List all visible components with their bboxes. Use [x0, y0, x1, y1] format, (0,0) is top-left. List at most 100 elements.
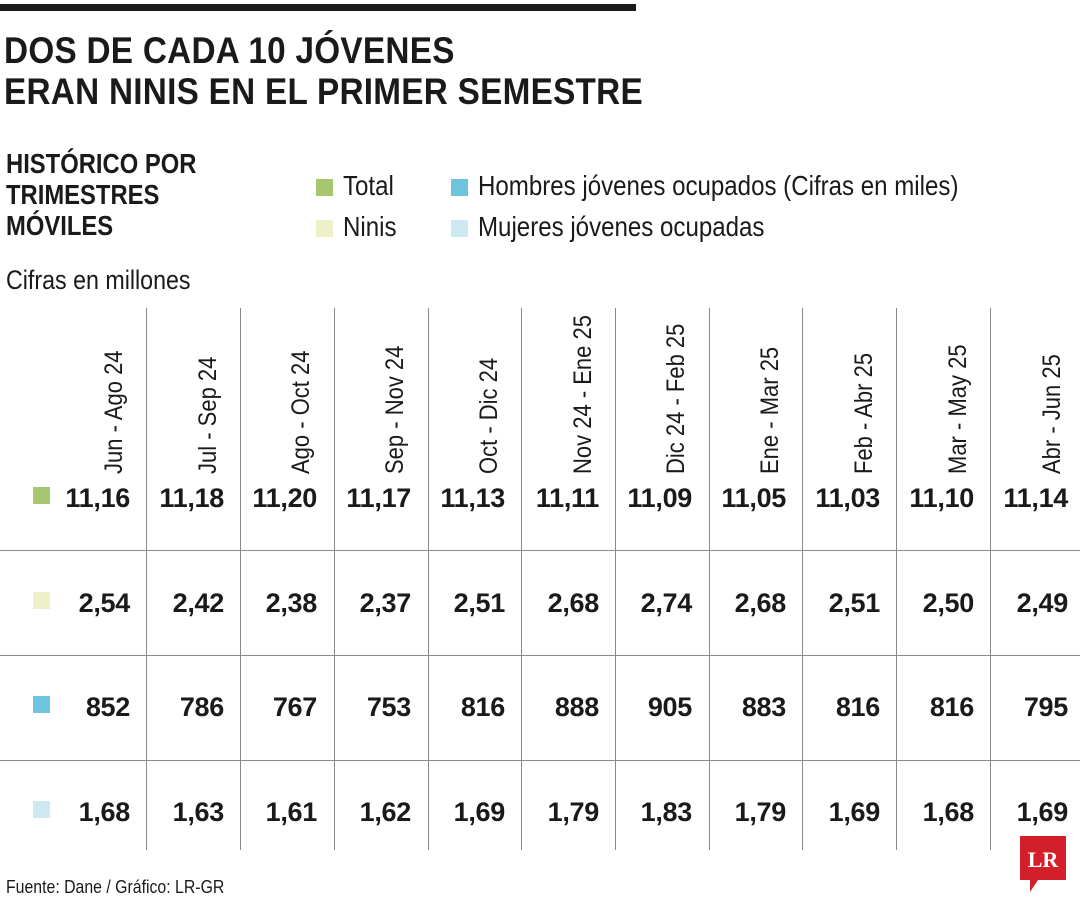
table-cell: 767 [272, 692, 317, 722]
source-footer: Fuente: Dane / Gráfico: LR-GR [6, 877, 225, 897]
grid-line-vertical [428, 308, 429, 850]
row-swatch [33, 801, 50, 818]
column-header-label: Nov 24 - Ene 25 [569, 315, 597, 474]
grid-line-vertical [334, 308, 335, 850]
legend-label-ninis: Ninis [343, 211, 397, 242]
table-cell: 2,51 [828, 588, 881, 618]
row-swatch [33, 696, 50, 713]
table-cell: 1,79 [734, 797, 787, 827]
table-cell: 11,16 [65, 483, 130, 513]
column-header-label: Dic 24 - Feb 25 [662, 323, 690, 474]
legend-label-hombres: Hombres jóvenes ocupados (Cifras en mile… [478, 170, 959, 201]
column-header-label: Abr - Jun 25 [1038, 354, 1066, 474]
grid-line-vertical [709, 308, 710, 850]
column-header-label: Jul - Sep 24 [194, 356, 222, 474]
grid-line-horizontal [0, 760, 1080, 761]
table-cell: 816 [929, 692, 974, 722]
lr-logo-svg: LR [1020, 836, 1066, 892]
table-cell: 2,54 [78, 588, 131, 618]
column-header: Oct - Dic 24 [427, 316, 521, 474]
table-cell: 1,62 [359, 797, 412, 827]
table-cell: 2,42 [172, 588, 225, 618]
legend-swatch-ninis [316, 220, 333, 237]
table-cell: 1,79 [547, 797, 600, 827]
table-cell: 11,13 [440, 483, 505, 513]
column-header-label: Ene - Mar 25 [756, 346, 784, 474]
column-header-label: Mar - May 25 [944, 344, 972, 474]
legend-label-total: Total [343, 170, 394, 201]
table-cell: 888 [554, 692, 599, 722]
table-cell: 1,83 [640, 797, 693, 827]
legend-swatch-mujeres [451, 220, 468, 237]
row-swatch [33, 487, 50, 504]
lr-logo-icon: LR [1020, 836, 1066, 892]
grid-line-horizontal [0, 550, 1080, 551]
table-cell: 2,68 [547, 588, 600, 618]
table-cell: 2,51 [453, 588, 506, 618]
top-rule [0, 4, 636, 11]
grid-line-vertical [240, 308, 241, 850]
chart-subtitle-line-1: HISTÓRICO POR [6, 148, 197, 179]
table-cell: 883 [741, 692, 786, 722]
chart-subtitle: HISTÓRICO POR TRIMESTRES MÓVILES [6, 148, 196, 241]
table-cell: 1,68 [78, 797, 131, 827]
table-cell: 2,49 [1016, 588, 1069, 618]
column-header-label: Sep - Nov 24 [381, 345, 409, 474]
table-cell: 2,74 [640, 588, 693, 618]
chart-subtitle-line-3: MÓVILES [6, 210, 114, 241]
column-header: Nov 24 - Ene 25 [521, 315, 615, 474]
grid-line-vertical [615, 308, 616, 850]
grid-line-vertical [896, 308, 897, 850]
row-swatch [33, 592, 50, 609]
grid-line-vertical [990, 308, 991, 850]
lr-logo-text: LR [1028, 847, 1060, 872]
column-header-label: Ago - Oct 24 [287, 350, 315, 474]
table-cell: 816 [460, 692, 505, 722]
column-header: Feb - Abr 25 [802, 316, 896, 474]
unit-note: Cifras en millones [6, 265, 191, 295]
table-cell: 11,03 [815, 483, 880, 513]
table-cell: 11,17 [346, 483, 411, 513]
table-cell: 2,50 [922, 588, 975, 618]
column-header-label: Jun - Ago 24 [100, 350, 128, 474]
grid-line-vertical [146, 308, 147, 850]
grid-line-horizontal [0, 655, 1080, 656]
chart-title-line-2: ERAN NINIS EN EL PRIMER SEMESTRE [4, 71, 643, 112]
table-cell: 753 [366, 692, 411, 722]
column-header-label: Feb - Abr 25 [850, 352, 878, 474]
column-header: Jun - Ago 24 [52, 316, 146, 474]
table-cell: 11,09 [627, 483, 692, 513]
table-cell: 1,69 [453, 797, 506, 827]
table-cell: 11,20 [252, 483, 317, 513]
column-header: Abr - Jun 25 [990, 316, 1080, 474]
table-cell: 1,68 [922, 797, 975, 827]
lr-logo-shape [1020, 836, 1066, 892]
column-header: Dic 24 - Feb 25 [614, 316, 708, 474]
table-cell: 1,61 [265, 797, 318, 827]
table-cell: 795 [1023, 692, 1068, 722]
chart-title: DOS DE CADA 10 JÓVENES ERAN NINIS EN EL … [4, 30, 643, 112]
table-cell: 11,10 [909, 483, 974, 513]
table-cell: 905 [647, 692, 692, 722]
column-header: Mar - May 25 [896, 316, 990, 474]
table-cell: 1,69 [828, 797, 881, 827]
legend-swatch-total [316, 179, 333, 196]
table-cell: 1,69 [1016, 797, 1069, 827]
legend-swatch-hombres [451, 179, 468, 196]
grid-line-vertical [802, 308, 803, 850]
column-header: Ene - Mar 25 [708, 316, 802, 474]
table-cell: 11,05 [721, 483, 786, 513]
table-cell: 2,37 [359, 588, 412, 618]
table-cell: 816 [835, 692, 880, 722]
table-cell: 2,38 [265, 588, 318, 618]
chart-subtitle-line-2: TRIMESTRES [6, 179, 160, 210]
table-cell: 11,18 [159, 483, 224, 513]
table-cell: 1,63 [172, 797, 225, 827]
table-cell: 786 [179, 692, 224, 722]
column-header: Sep - Nov 24 [333, 316, 427, 474]
table-cell: 852 [85, 692, 130, 722]
table-cell: 11,14 [1003, 483, 1068, 513]
column-header: Ago - Oct 24 [239, 316, 333, 474]
grid-line-vertical [521, 308, 522, 850]
chart-title-line-1: DOS DE CADA 10 JÓVENES [4, 30, 455, 71]
